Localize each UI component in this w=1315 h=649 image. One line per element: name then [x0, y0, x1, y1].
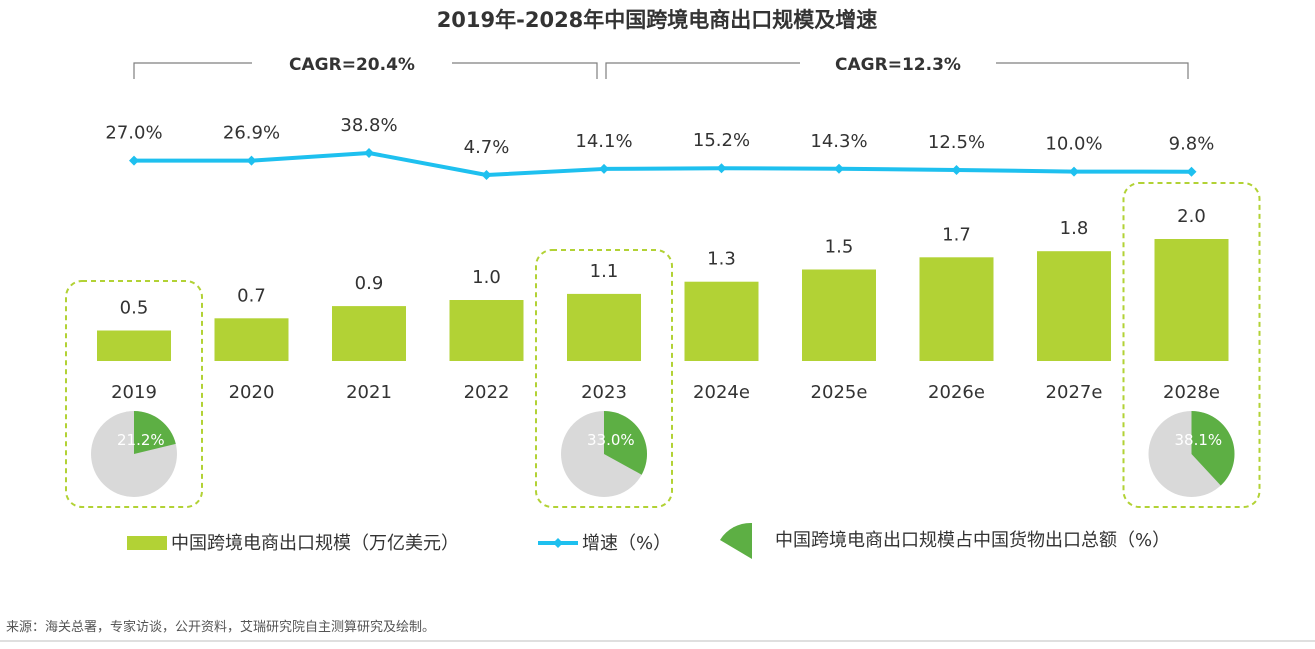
growth-label-2020: 26.9% — [223, 123, 280, 144]
cagr-bracket-1 — [133, 62, 598, 79]
x-tick-2023: 2023 — [581, 382, 627, 403]
bar-2028e — [1154, 239, 1229, 361]
bar-label-2022: 1.0 — [472, 267, 501, 288]
growth-label-2021: 38.8% — [340, 115, 397, 136]
source-note: 来源：海关总署，专家访谈，公开资料，艾瑞研究院自主测算研究及绘制。 — [6, 619, 435, 635]
bar-2027e — [1037, 251, 1111, 361]
growth-point-2021 — [364, 148, 374, 158]
growth-label-2023: 14.1% — [575, 131, 632, 152]
x-tick-2024e: 2024e — [693, 382, 750, 403]
legend-line-label: 增速（%） — [582, 533, 671, 554]
x-tick-2021: 2021 — [346, 382, 392, 403]
x-tick-2019: 2019 — [111, 382, 157, 403]
bar-series: 0.5 0.7 0.9 1.0 1.1 1.3 1.5 1.7 1.8 2.0 — [97, 206, 1229, 361]
pie-slice-2023 — [604, 411, 647, 475]
growth-line-path — [133, 151, 1192, 177]
x-tick-2027e: 2027e — [1046, 382, 1103, 403]
bar-2021 — [332, 306, 406, 361]
bar-label-2026e: 1.7 — [942, 224, 971, 245]
bar-label-2020: 0.7 — [237, 285, 266, 306]
bar-label-2019: 0.5 — [120, 298, 149, 319]
x-tick-2022: 2022 — [464, 382, 510, 403]
pie-slice-2019 — [134, 411, 176, 454]
growth-label-2024e: 15.2% — [693, 130, 750, 151]
highlight-box-2028e — [1122, 182, 1261, 508]
highlight-box-2019 — [65, 280, 203, 508]
pie-label-2023: 33.0% — [587, 431, 635, 449]
x-tick-2025e: 2025e — [811, 382, 868, 403]
growth-point-2027e — [1069, 166, 1079, 177]
bar-2022 — [449, 300, 524, 361]
growth-point-2020 — [246, 155, 257, 166]
growth-label-2019: 27.0% — [105, 123, 162, 144]
bar-2025e — [802, 269, 876, 361]
legend-pie-swatch — [720, 522, 752, 559]
cagr-label-2: CAGR=12.3% — [835, 55, 961, 75]
growth-point-2026e — [951, 164, 962, 175]
bar-2024e — [684, 281, 759, 361]
growth-point-2022 — [481, 170, 492, 180]
growth-rate-line: 27.0% 26.9% 38.8% 4.7% 14.1% 15.2% 14.3% 12.5% 1… — [105, 115, 1214, 180]
bar-label-2021: 0.9 — [355, 273, 384, 294]
bar-2020 — [214, 318, 289, 361]
legend-bar-swatch — [127, 536, 167, 550]
pie-series: 21.2% 33.0% 38.1% — [91, 411, 1235, 497]
growth-label-2028e: 9.8% — [1169, 134, 1215, 155]
cagr-bracket-2 — [605, 62, 1189, 79]
bar-2023 — [567, 293, 641, 361]
pie-label-2019: 21.2% — [117, 431, 165, 449]
highlight-boxes — [65, 182, 1261, 508]
bar-label-2027e: 1.8 — [1060, 218, 1089, 239]
x-tick-2020: 2020 — [229, 382, 275, 403]
growth-label-2025e: 14.3% — [810, 131, 867, 152]
growth-point-2024e — [716, 163, 727, 174]
growth-label-2022: 4.7% — [464, 137, 510, 158]
pie-label-2028e: 38.1% — [1175, 431, 1223, 449]
growth-point-2025e — [834, 163, 844, 174]
bar-label-2024e: 1.3 — [707, 249, 736, 270]
pie-slice-2028e — [1191, 411, 1235, 486]
growth-point-2023 — [599, 163, 609, 174]
growth-label-2026e: 12.5% — [928, 132, 985, 153]
legend: 中国跨境电商出口规模（万亿美元） 增速（%） 中国跨境电商出口规模占中国货物出口… — [127, 522, 1170, 559]
cagr-annotations: CAGR=20.4% CAGR=12.3% — [133, 55, 1189, 79]
growth-label-2027e: 10.0% — [1045, 134, 1102, 155]
bar-label-2028e: 2.0 — [1177, 206, 1206, 227]
x-axis-ticks: 2019 2020 2021 2022 2023 2024e 2025e 2026e 2027e… — [111, 382, 1220, 403]
x-tick-2026e: 2026e — [928, 382, 985, 403]
bar-label-2023: 1.1 — [590, 261, 619, 282]
x-tick-2028e: 2028e — [1163, 382, 1220, 403]
growth-point-2028e — [1186, 166, 1197, 177]
chart-title: 2019年-2028年中国跨境电商出口规模及增速 — [437, 8, 878, 32]
cagr-label-1: CAGR=20.4% — [289, 55, 415, 75]
bar-2019 — [97, 330, 171, 361]
bar-label-2025e: 1.5 — [825, 237, 854, 258]
growth-point-2019 — [129, 155, 139, 166]
legend-line-marker — [553, 538, 563, 548]
legend-bar-label: 中国跨境电商出口规模（万亿美元） — [171, 533, 459, 554]
legend-pie-label: 中国跨境电商出口规模占中国货物出口总额（%） — [775, 530, 1170, 551]
bar-2026e — [919, 257, 994, 361]
